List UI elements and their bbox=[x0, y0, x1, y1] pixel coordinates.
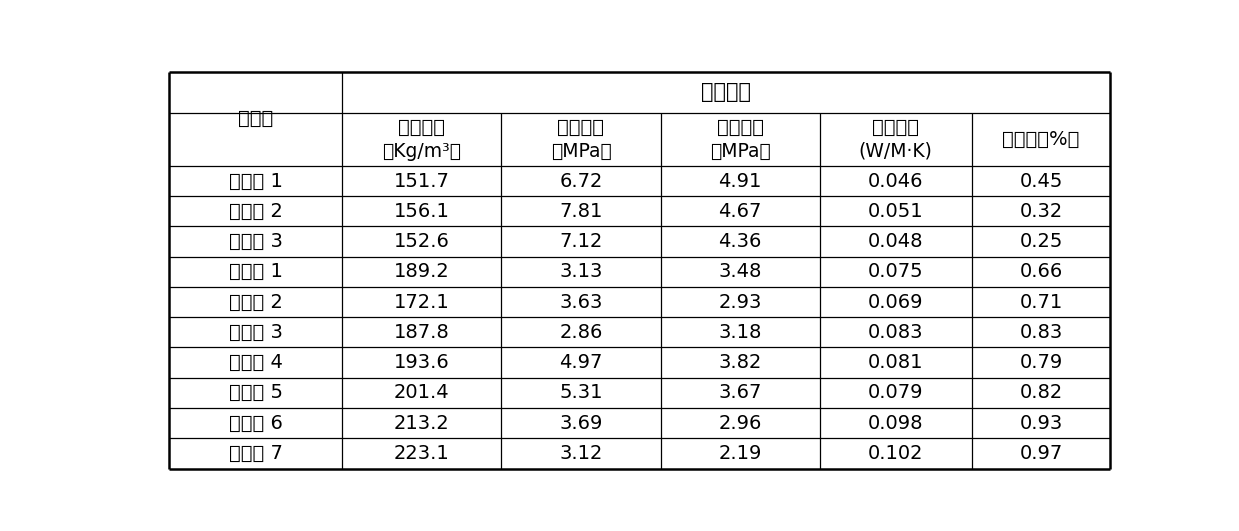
Text: 0.075: 0.075 bbox=[869, 262, 923, 281]
Text: 3.48: 3.48 bbox=[719, 262, 762, 281]
Text: 0.046: 0.046 bbox=[869, 172, 923, 191]
Text: 0.051: 0.051 bbox=[869, 202, 923, 221]
Text: 0.71: 0.71 bbox=[1020, 293, 1063, 312]
Text: 0.83: 0.83 bbox=[1020, 323, 1063, 342]
Text: （MPa）: （MPa） bbox=[710, 142, 771, 160]
Text: 3.82: 3.82 bbox=[719, 353, 762, 372]
Text: 3.12: 3.12 bbox=[559, 444, 602, 463]
Text: 3.67: 3.67 bbox=[719, 383, 762, 402]
Text: 0.081: 0.081 bbox=[869, 353, 923, 372]
Text: 0.079: 0.079 bbox=[869, 383, 923, 402]
Text: 7.12: 7.12 bbox=[559, 232, 602, 251]
Text: （Kg/m³）: （Kg/m³） bbox=[383, 142, 461, 160]
Text: 2.93: 2.93 bbox=[719, 293, 762, 312]
Text: 152.6: 152.6 bbox=[394, 232, 450, 251]
Text: 对比例 1: 对比例 1 bbox=[229, 262, 282, 281]
Text: 抗压强度: 抗压强度 bbox=[558, 118, 605, 137]
Text: 0.97: 0.97 bbox=[1020, 444, 1063, 463]
Text: 5.31: 5.31 bbox=[559, 383, 602, 402]
Text: 性能指标: 性能指标 bbox=[701, 82, 751, 102]
Text: 对比例 3: 对比例 3 bbox=[229, 323, 282, 342]
Text: 实施例 3: 实施例 3 bbox=[229, 232, 282, 251]
Text: 0.45: 0.45 bbox=[1020, 172, 1063, 191]
Text: 4.36: 4.36 bbox=[719, 232, 762, 251]
Text: 0.069: 0.069 bbox=[869, 293, 923, 312]
Text: 对比例 7: 对比例 7 bbox=[229, 444, 282, 463]
Text: 吸水率（%）: 吸水率（%） bbox=[1002, 130, 1080, 149]
Text: 0.82: 0.82 bbox=[1020, 383, 1063, 402]
Text: 对比例 6: 对比例 6 bbox=[229, 414, 282, 433]
Text: 0.32: 0.32 bbox=[1020, 202, 1063, 221]
Text: 201.4: 201.4 bbox=[394, 383, 450, 402]
Text: 2.86: 2.86 bbox=[559, 323, 602, 342]
Text: 4.91: 4.91 bbox=[719, 172, 762, 191]
Text: 0.083: 0.083 bbox=[869, 323, 923, 342]
Text: 实施例 2: 实施例 2 bbox=[229, 202, 282, 221]
Text: 3.69: 3.69 bbox=[559, 414, 602, 433]
Text: 156.1: 156.1 bbox=[394, 202, 450, 221]
Text: 0.79: 0.79 bbox=[1020, 353, 1063, 372]
Text: 4.97: 4.97 bbox=[559, 353, 602, 372]
Text: 0.66: 0.66 bbox=[1020, 262, 1063, 281]
Text: 189.2: 189.2 bbox=[394, 262, 450, 281]
Text: 151.7: 151.7 bbox=[394, 172, 450, 191]
Text: 0.25: 0.25 bbox=[1020, 232, 1063, 251]
Text: 0.93: 0.93 bbox=[1020, 414, 1063, 433]
Text: 6.72: 6.72 bbox=[559, 172, 602, 191]
Text: 213.2: 213.2 bbox=[394, 414, 450, 433]
Text: 172.1: 172.1 bbox=[394, 293, 450, 312]
Text: 4.67: 4.67 bbox=[719, 202, 762, 221]
Text: 0.098: 0.098 bbox=[869, 414, 923, 433]
Text: 对比例 2: 对比例 2 bbox=[229, 293, 282, 312]
Text: 193.6: 193.6 bbox=[394, 353, 450, 372]
Text: 实验组: 实验组 bbox=[238, 109, 274, 129]
Text: 0.102: 0.102 bbox=[869, 444, 923, 463]
Text: 0.048: 0.048 bbox=[869, 232, 923, 251]
Text: 对比例 4: 对比例 4 bbox=[229, 353, 282, 372]
Text: 3.13: 3.13 bbox=[559, 262, 602, 281]
Text: 实施例 1: 实施例 1 bbox=[229, 172, 282, 191]
Text: 187.8: 187.8 bbox=[394, 323, 450, 342]
Text: 导热系数: 导热系数 bbox=[872, 118, 919, 137]
Text: 2.96: 2.96 bbox=[719, 414, 762, 433]
Text: 2.19: 2.19 bbox=[719, 444, 762, 463]
Text: (W/M·K): (W/M·K) bbox=[859, 142, 933, 160]
Text: 223.1: 223.1 bbox=[394, 444, 450, 463]
Text: 3.63: 3.63 bbox=[559, 293, 602, 312]
Text: 3.18: 3.18 bbox=[719, 323, 762, 342]
Text: 对比例 5: 对比例 5 bbox=[229, 383, 282, 402]
Text: 7.81: 7.81 bbox=[559, 202, 602, 221]
Text: （MPa）: （MPa） bbox=[550, 142, 611, 160]
Text: 抗折强度: 抗折强度 bbox=[716, 118, 763, 137]
Text: 体积密度: 体积密度 bbox=[398, 118, 445, 137]
